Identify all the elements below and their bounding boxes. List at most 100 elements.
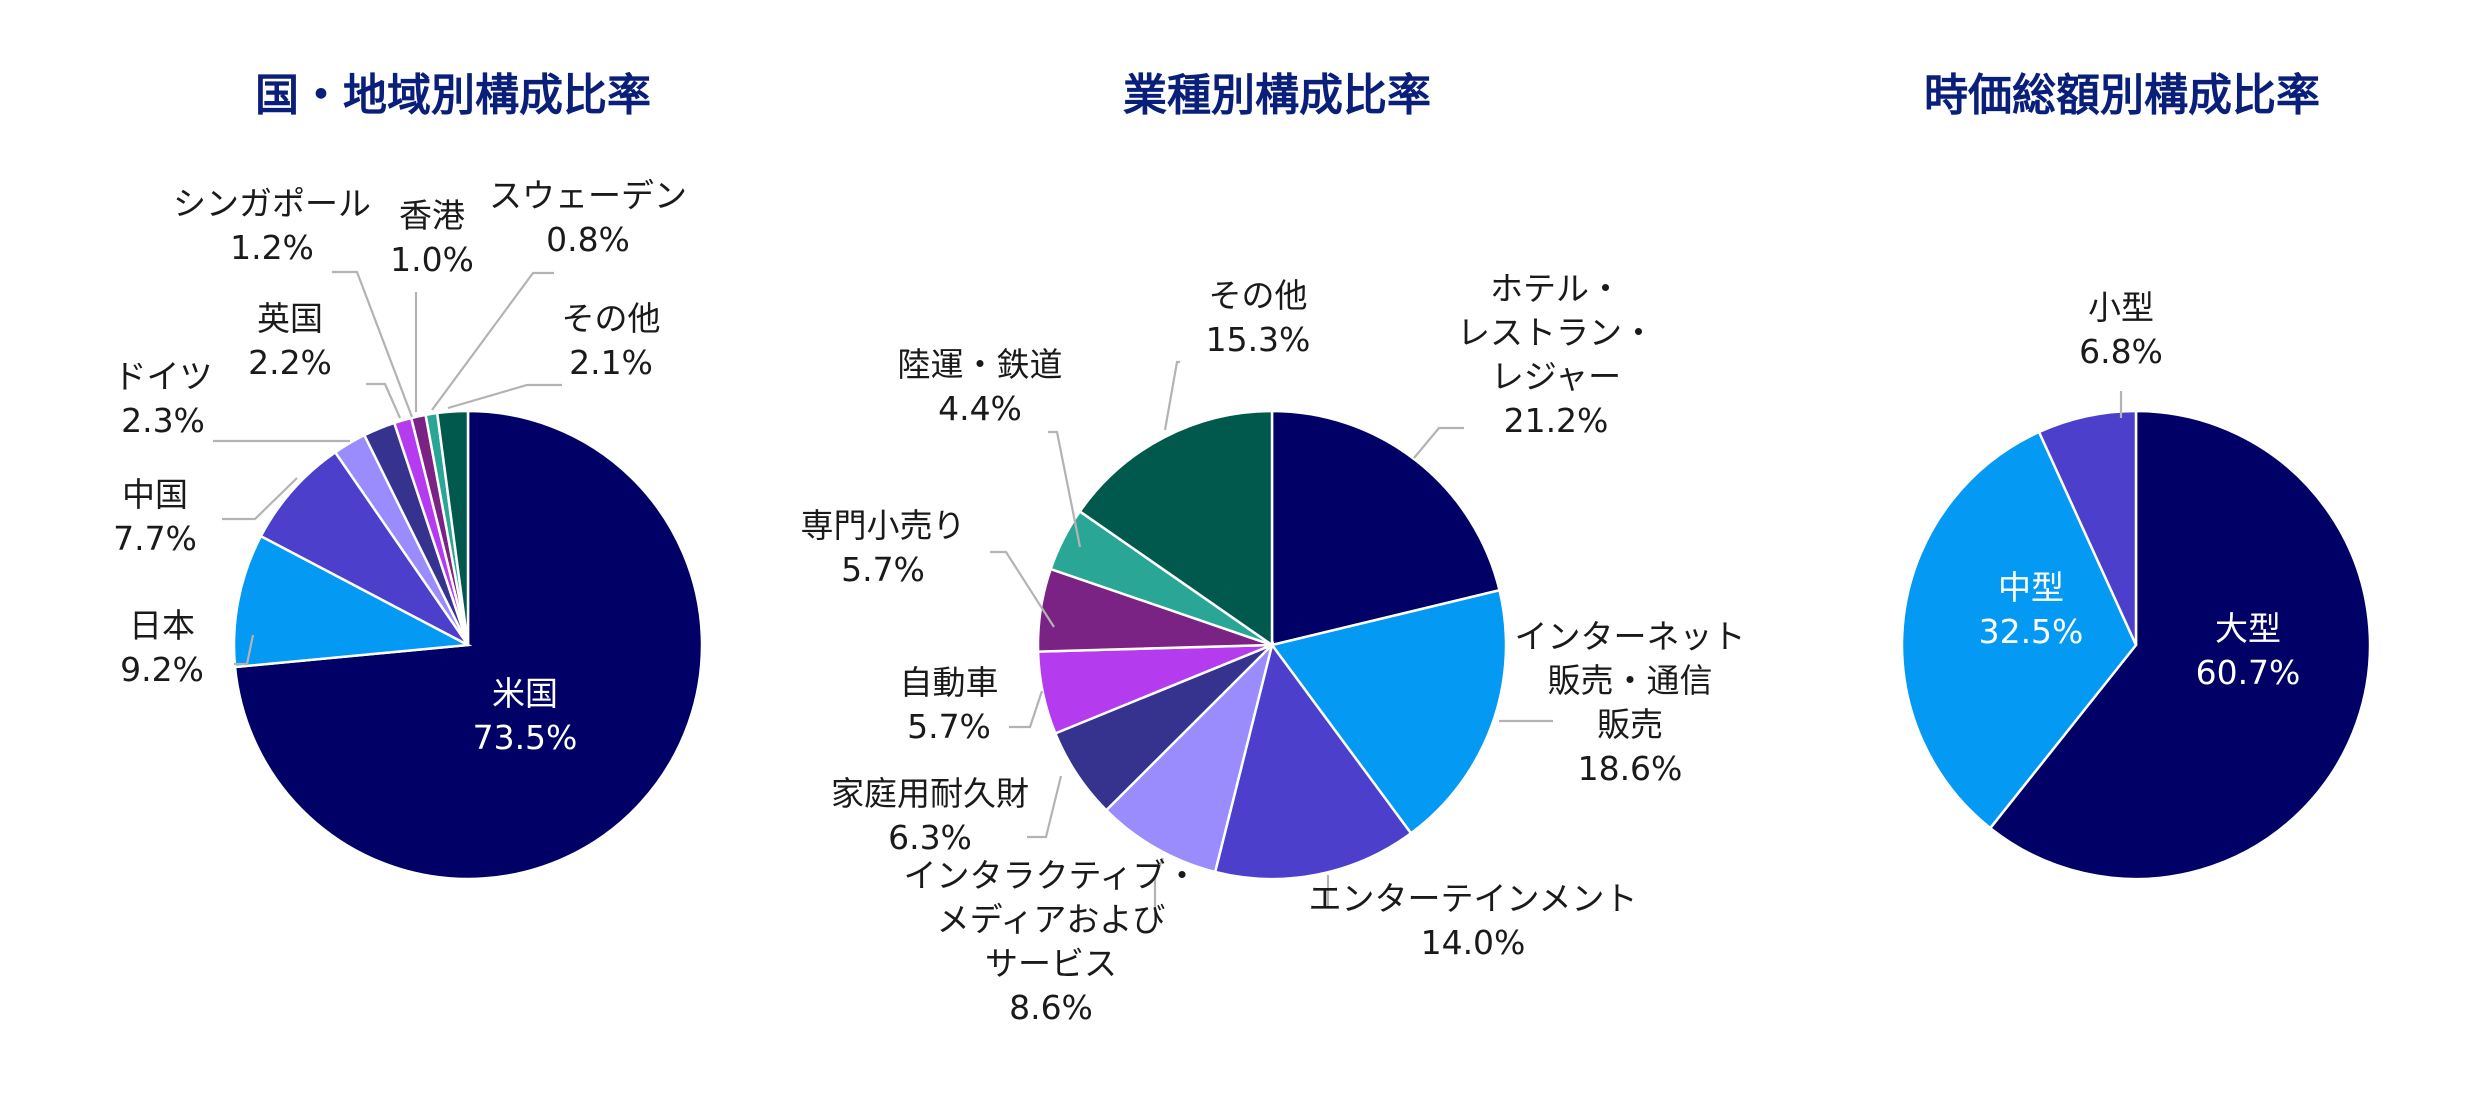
slice-name-label: レストラン・ <box>1457 313 1655 352</box>
slice-labels: 大型 60.7% 中型 32.5% 小型 6.8% <box>1979 288 2301 692</box>
pie-slice <box>1988 409 2372 881</box>
slice-label: 中型 32.5% <box>1979 568 2084 651</box>
slice-name-label: 中国 <box>122 475 188 514</box>
leader-line <box>332 270 414 418</box>
leader-line <box>1009 690 1044 729</box>
slice-labels: 米国 73.5% 日本 9.2% 中国 7.7% ドイツ 2.3% 英国 2.2% シンガポール 1.… <box>113 176 687 757</box>
pie-slice <box>1213 642 1413 881</box>
slice-label: 大型 60.7% <box>2196 609 2301 692</box>
slice-name-label: スウェーデン <box>489 176 687 215</box>
slice-value-label: 2.3% <box>121 401 205 440</box>
slice-label: 小型 6.8% <box>2079 288 2163 371</box>
slice-label: インターネット販売・通信販売 18.6% <box>1515 617 1746 788</box>
slice-value-label: 5.7% <box>841 550 925 589</box>
leader-line <box>447 383 562 410</box>
slice-name-label: 英国 <box>257 299 323 338</box>
slice-label: スウェーデン 0.8% <box>489 176 687 259</box>
leader-line <box>431 271 554 411</box>
pie-slice <box>2037 409 2138 646</box>
slice-name-label: その他 <box>1209 276 1308 315</box>
slice-value-label: 60.7% <box>2196 653 2301 692</box>
slice-value-label: 18.6% <box>1578 749 1683 788</box>
slice-value-label: 9.2% <box>120 650 204 689</box>
slice-value-label: 73.5% <box>473 718 578 757</box>
slice-value-label: 21.2% <box>1504 401 1609 440</box>
leader-line <box>366 382 402 419</box>
slice-name-label: 家庭用耐久財 <box>831 774 1029 813</box>
slice-label: その他 15.3% <box>1206 276 1311 359</box>
slice-name-label: レジャー <box>1491 357 1621 396</box>
slice-label: エンターテインメント 14.0% <box>1308 879 1637 962</box>
slice-label: 専門小売り 5.7% <box>801 506 966 589</box>
slice-value-label: 5.7% <box>907 707 991 746</box>
slice-name-label: インタラクティブ・ <box>903 856 1198 895</box>
slice-label: 英国 2.2% <box>248 299 332 382</box>
slice-value-label: 1.2% <box>230 228 314 267</box>
leader-line <box>990 550 1055 628</box>
slice-value-label: 15.3% <box>1206 320 1311 359</box>
slice-name-label: 米国 <box>492 674 558 713</box>
leader-line <box>1048 430 1082 548</box>
chart-title: 業種別構成比率 <box>1123 70 1431 121</box>
slice-label: 日本 9.2% <box>120 606 204 689</box>
pie-slices <box>1036 409 1508 881</box>
slice-value-label: 2.1% <box>569 343 653 382</box>
slice-value-label: 32.5% <box>1979 612 2084 651</box>
slice-value-label: 6.8% <box>2079 332 2163 371</box>
slice-value-label: 8.6% <box>1009 988 1093 1027</box>
chart-title: 時価総額別構成比率 <box>1924 70 2320 121</box>
slice-value-label: 0.8% <box>546 220 630 259</box>
leader-line <box>1027 775 1063 839</box>
slice-value-label: 4.4% <box>938 389 1022 428</box>
slice-value-label: 1.0% <box>390 240 474 279</box>
slice-label: ドイツ 2.3% <box>114 357 213 440</box>
slice-name-label: 小型 <box>2088 288 2154 327</box>
slice-label: 香港 1.0% <box>390 196 474 279</box>
pie-slice <box>1078 409 1274 648</box>
pie-slice <box>232 534 473 669</box>
pie-slice <box>1270 409 1502 647</box>
slice-value-label: 7.7% <box>113 519 197 558</box>
slice-name-label: 自動車 <box>900 663 999 702</box>
slice-label: 陸運・鉄道 4.4% <box>898 345 1063 428</box>
slice-name-label: 大型 <box>2215 609 2281 648</box>
pie-slice <box>259 450 470 647</box>
slice-label: その他 2.1% <box>562 299 661 382</box>
slice-label: ホテル・レストラン・レジャー 21.2% <box>1457 269 1655 440</box>
slice-name-label: 陸運・鉄道 <box>898 345 1063 384</box>
chart-title: 国・地域別構成比率 <box>255 70 651 121</box>
slice-name-label: 専門小売り <box>801 506 966 545</box>
slice-name-label: 販売・通信 <box>1548 661 1713 700</box>
slice-name-label: シンガポール <box>173 184 371 223</box>
slice-name-label: 香港 <box>399 196 465 235</box>
slice-value-label: 2.2% <box>248 343 332 382</box>
pie-slice <box>1900 430 2138 830</box>
pie-slice <box>1269 588 1508 836</box>
slice-label: シンガポール 1.2% <box>173 184 371 267</box>
slice-name-label: エンターテインメント <box>1308 879 1637 918</box>
leader-line <box>234 634 255 666</box>
slice-label: 米国 73.5% <box>473 674 578 757</box>
pie-slices <box>232 409 704 881</box>
slice-name-label: メディアおよび <box>937 900 1166 939</box>
slice-label: 自動車 5.7% <box>900 663 999 746</box>
slice-name-label: その他 <box>562 299 661 338</box>
slice-value-label: 6.3% <box>888 818 972 857</box>
slice-label: 家庭用耐久財 6.3% <box>831 774 1029 857</box>
pie-slices <box>1900 409 2372 881</box>
pie-slice <box>1104 640 1275 874</box>
leader-line <box>1163 360 1180 431</box>
pie-slice <box>435 409 470 646</box>
slice-name-label: 中型 <box>1998 568 2064 607</box>
slice-name-label: インターネット <box>1515 617 1746 656</box>
slice-name-label: サービス <box>985 944 1117 983</box>
slice-name-label: ドイツ <box>114 357 213 396</box>
slice-labels: ホテル・レストラン・レジャー 21.2% インターネット販売・通信販売 18.6% エン… <box>801 269 1746 1027</box>
slice-name-label: 日本 <box>129 606 195 645</box>
slice-value-label: 14.0% <box>1421 923 1526 962</box>
slice-label: インタラクティブ・メディアおよびサービス 8.6% <box>903 856 1198 1027</box>
leader-line <box>1413 426 1464 459</box>
